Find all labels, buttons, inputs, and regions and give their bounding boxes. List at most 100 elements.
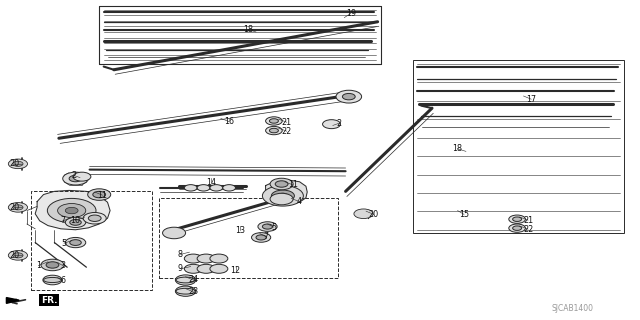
Polygon shape <box>6 298 19 303</box>
Circle shape <box>65 237 86 248</box>
Circle shape <box>184 254 202 263</box>
Circle shape <box>88 189 111 200</box>
Circle shape <box>13 205 23 210</box>
Circle shape <box>513 217 522 221</box>
Text: 10: 10 <box>70 216 81 225</box>
Circle shape <box>175 286 196 296</box>
Text: 13: 13 <box>235 226 245 235</box>
Text: 5: 5 <box>271 223 276 232</box>
Circle shape <box>13 161 23 166</box>
Circle shape <box>197 185 210 191</box>
Circle shape <box>258 222 277 231</box>
Text: 21: 21 <box>523 216 533 225</box>
Circle shape <box>8 251 28 260</box>
Ellipse shape <box>44 277 61 283</box>
Text: 17: 17 <box>526 95 536 104</box>
Bar <box>31 191 152 290</box>
Text: 11: 11 <box>288 180 298 189</box>
Circle shape <box>43 275 62 285</box>
Circle shape <box>8 203 28 212</box>
Text: 18: 18 <box>243 25 253 34</box>
Polygon shape <box>266 180 307 204</box>
Text: 2: 2 <box>71 171 76 180</box>
Circle shape <box>63 172 88 185</box>
Circle shape <box>252 233 271 242</box>
Circle shape <box>93 191 106 198</box>
Circle shape <box>8 159 28 169</box>
Bar <box>413 60 624 233</box>
Circle shape <box>210 254 228 263</box>
Circle shape <box>270 178 293 190</box>
Circle shape <box>509 224 525 232</box>
Circle shape <box>336 90 362 103</box>
Text: 3: 3 <box>60 261 65 270</box>
Circle shape <box>65 207 78 214</box>
Text: 12: 12 <box>230 266 241 275</box>
Text: 20: 20 <box>9 251 19 260</box>
Circle shape <box>73 172 91 181</box>
Text: 19: 19 <box>346 9 356 18</box>
Text: 7: 7 <box>60 216 65 225</box>
Text: 22: 22 <box>523 225 533 234</box>
Circle shape <box>271 190 294 202</box>
Circle shape <box>197 264 215 273</box>
Text: 1: 1 <box>36 261 41 270</box>
Circle shape <box>58 204 86 218</box>
Circle shape <box>342 93 355 100</box>
Bar <box>159 198 338 278</box>
Circle shape <box>210 185 223 191</box>
Circle shape <box>509 215 525 223</box>
Circle shape <box>83 212 106 224</box>
Circle shape <box>270 193 293 205</box>
Text: 15: 15 <box>459 210 469 219</box>
Text: 7: 7 <box>264 232 269 241</box>
Circle shape <box>210 264 228 273</box>
Circle shape <box>262 224 273 229</box>
Circle shape <box>266 117 282 125</box>
Text: 23: 23 <box>188 287 198 296</box>
Text: 6: 6 <box>60 276 65 285</box>
Circle shape <box>163 227 186 239</box>
Circle shape <box>47 198 96 223</box>
Circle shape <box>197 254 215 263</box>
Text: 18: 18 <box>452 144 463 153</box>
Text: 11: 11 <box>97 191 108 200</box>
Circle shape <box>266 126 282 135</box>
Circle shape <box>13 253 23 258</box>
Text: FR.: FR. <box>41 296 58 305</box>
Circle shape <box>88 215 101 221</box>
Text: 20: 20 <box>369 210 379 219</box>
Text: 16: 16 <box>224 117 234 126</box>
Circle shape <box>70 240 81 245</box>
Circle shape <box>223 185 236 191</box>
Circle shape <box>70 220 81 225</box>
Circle shape <box>184 264 202 273</box>
Circle shape <box>256 235 266 240</box>
Circle shape <box>354 209 373 219</box>
Circle shape <box>41 259 64 271</box>
Circle shape <box>275 181 288 187</box>
Polygon shape <box>35 190 110 230</box>
Text: 4: 4 <box>297 197 302 206</box>
Text: SJCAB1400: SJCAB1400 <box>552 304 594 313</box>
Text: 24: 24 <box>188 276 198 284</box>
Circle shape <box>513 226 522 230</box>
Text: 22: 22 <box>282 127 292 136</box>
Circle shape <box>269 119 278 123</box>
Circle shape <box>262 186 303 206</box>
Circle shape <box>65 217 86 228</box>
Circle shape <box>269 128 278 133</box>
Text: 20: 20 <box>9 159 19 168</box>
Circle shape <box>175 275 196 285</box>
Circle shape <box>323 120 340 129</box>
Circle shape <box>46 262 59 268</box>
Text: 14: 14 <box>206 178 216 187</box>
Text: 2: 2 <box>337 119 342 128</box>
Circle shape <box>69 175 82 182</box>
Circle shape <box>278 193 288 198</box>
Circle shape <box>184 185 197 191</box>
Text: 5: 5 <box>61 239 67 248</box>
Text: 20: 20 <box>9 203 19 212</box>
Text: 21: 21 <box>282 118 292 127</box>
Text: 9: 9 <box>178 264 183 273</box>
